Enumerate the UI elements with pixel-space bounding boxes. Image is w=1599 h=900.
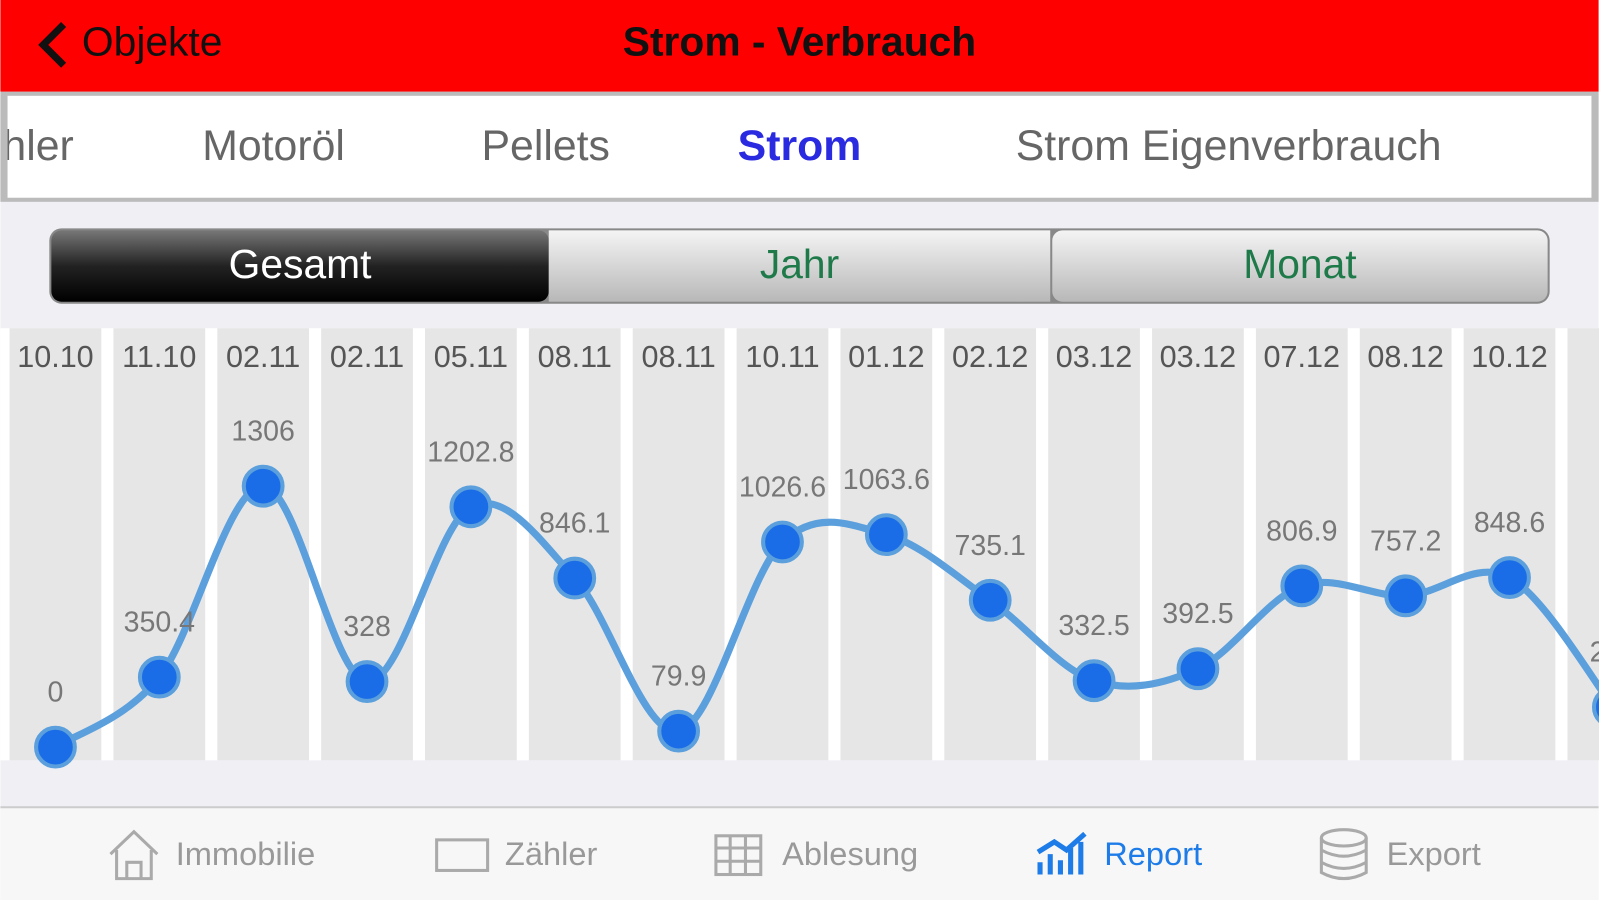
value-label: 735.1: [955, 530, 1026, 562]
point: [345, 660, 389, 703]
point: [1384, 574, 1428, 618]
tab-item[interactable]: Motoröl: [202, 122, 345, 170]
x-tick-label: 02.11: [330, 340, 404, 374]
value-label: 328: [343, 611, 391, 643]
tab-strip: [7, 95, 1592, 198]
tab-bar-items: Immobilie Zähler Ablesung Report Export: [176, 835, 1481, 872]
column: [217, 328, 310, 761]
tab-bar-item[interactable]: Export: [1387, 835, 1481, 872]
x-tick-label: 07.12: [1264, 340, 1340, 374]
point: [657, 709, 701, 753]
value-label: 332.5: [1058, 610, 1129, 642]
column: [9, 328, 102, 761]
point: [241, 464, 285, 508]
value-label: 1063.6: [843, 464, 930, 496]
tab-item[interactable]: Strom Eigenverbrauch: [1016, 122, 1442, 170]
tab-icons: [109, 828, 1368, 881]
point: [761, 520, 804, 564]
column: [944, 328, 1037, 761]
value-label: 806.9: [1266, 515, 1337, 547]
back-chevron[interactable]: [38, 21, 67, 68]
tab-bar-item[interactable]: Ablesung: [782, 835, 918, 872]
segment-label[interactable]: Gesamt: [229, 241, 372, 287]
icon-zaehler: [435, 838, 490, 872]
value-label: 1306: [231, 416, 294, 448]
value-label: 846.1: [539, 508, 610, 540]
point: [1176, 647, 1220, 691]
point: [137, 655, 181, 699]
back-button[interactable]: Objekte: [82, 19, 223, 65]
value-label: 392.5: [1162, 598, 1233, 630]
value-label: 0: [48, 677, 64, 709]
x-tick-label: 08.11: [538, 340, 612, 374]
x-tick-label: 05.11: [434, 340, 508, 374]
column: [1255, 328, 1348, 761]
x-tick-label: 10.10: [17, 340, 93, 374]
point: [553, 556, 597, 600]
tab-items: Zähler Motoröl Pellets Strom Strom Eigenverb…: [0, 122, 1442, 170]
value-label: 1026.6: [739, 472, 826, 504]
tab-bar-item[interactable]: Zähler: [505, 835, 598, 872]
column: [1463, 328, 1556, 761]
value-label: 1202.8: [427, 436, 514, 468]
value-label: 350.4: [124, 607, 195, 639]
point: [968, 578, 1012, 622]
segment[interactable]: [51, 230, 549, 302]
x-tick-label: 08.12: [1367, 340, 1443, 374]
nav-title: Strom - Verbrauch: [623, 19, 976, 65]
x-tick-label: 03.12: [1056, 340, 1132, 374]
icon-ablesung-grid: [715, 835, 761, 875]
point: [1591, 691, 1599, 724]
column: [425, 328, 517, 761]
tab-bar-item[interactable]: Report: [1104, 835, 1202, 872]
x-tick-label: 02.12: [952, 340, 1028, 374]
chart: 10.10 11.10 02.11 02.11 05.11 08.11 08.11 10.11…: [0, 328, 1599, 769]
x-tick-label: 10.11: [745, 340, 819, 374]
x-tick-label: 11.10: [122, 340, 196, 374]
x-tick-label: 01.12: [848, 340, 924, 374]
segment-label[interactable]: Monat: [1243, 241, 1357, 287]
point: [449, 485, 493, 529]
point: [864, 513, 908, 557]
point: [1280, 564, 1324, 608]
nav-bar: [0, 0, 1599, 92]
tab-bar-item[interactable]: Immobilie: [176, 835, 316, 872]
point: [34, 725, 77, 769]
column: [1567, 328, 1599, 761]
value-label: 200: [1590, 637, 1599, 669]
point: [1488, 556, 1531, 599]
icon-report: [1036, 831, 1087, 875]
line: [53, 482, 1599, 751]
x-tick-label: 08.11: [642, 340, 716, 374]
x-tick-label: 02.11: [226, 340, 300, 374]
value-label: 79.9: [651, 661, 707, 693]
tab-item[interactable]: Strom: [738, 122, 862, 170]
value-label: 848.6: [1474, 507, 1545, 539]
point: [1072, 659, 1116, 703]
tab-item[interactable]: Zähler: [0, 122, 74, 170]
x-tick-label: 03.12: [1160, 340, 1236, 374]
x-tick-label: 10.12: [1471, 340, 1547, 374]
segment-label[interactable]: Jahr: [760, 241, 839, 287]
column: [1152, 328, 1244, 761]
column: [1359, 328, 1452, 761]
segment[interactable]: [548, 230, 1051, 302]
segment[interactable]: [1052, 230, 1548, 302]
value-label: 757.2: [1370, 525, 1441, 557]
icon-immobilie: [109, 829, 159, 881]
tab-item[interactable]: Pellets: [481, 122, 609, 170]
icon-export-body: [1319, 837, 1368, 881]
icon-ablesung: [714, 834, 763, 877]
